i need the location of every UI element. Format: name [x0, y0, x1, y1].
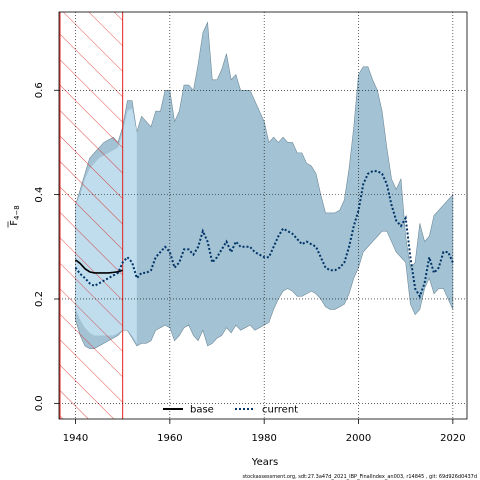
x-tick-label: 1940 [63, 433, 88, 444]
y-axis-title: F4−8 [9, 205, 21, 226]
x-tick-label: 2000 [346, 433, 371, 444]
y-axis-title-main: F [9, 220, 20, 226]
y-tick-label: 0.6 [34, 82, 45, 98]
footer-credit: stockassessment.org, sdt:27.3a47d_2021_I… [242, 474, 477, 480]
x-axis-title: Years [251, 457, 278, 468]
gridlines [59, 12, 467, 419]
y-tick-label: 0.2 [34, 291, 45, 307]
series-lines [74, 170, 454, 299]
x-tick-label: 2020 [440, 433, 465, 444]
legend: base current [163, 405, 298, 416]
x-tick-label: 1960 [157, 433, 182, 444]
y-tick-label: 0.0 [34, 395, 45, 411]
x-tick-label: 1980 [251, 433, 276, 444]
axes: 1940 1960 1980 2000 2020 0.0 0.2 0.4 0.6 [34, 82, 466, 444]
legend-label-current: current [262, 405, 298, 416]
hatched-region [59, 12, 123, 419]
y-axis-title-subscript: 4−8 [13, 205, 21, 220]
legend-label-base: base [190, 405, 214, 416]
series-line-current [74, 170, 454, 299]
y-tick-label: 0.4 [34, 187, 45, 203]
plot-layer [59, 12, 467, 419]
series-line-base [75, 259, 123, 274]
plot-frame [58, 11, 468, 420]
